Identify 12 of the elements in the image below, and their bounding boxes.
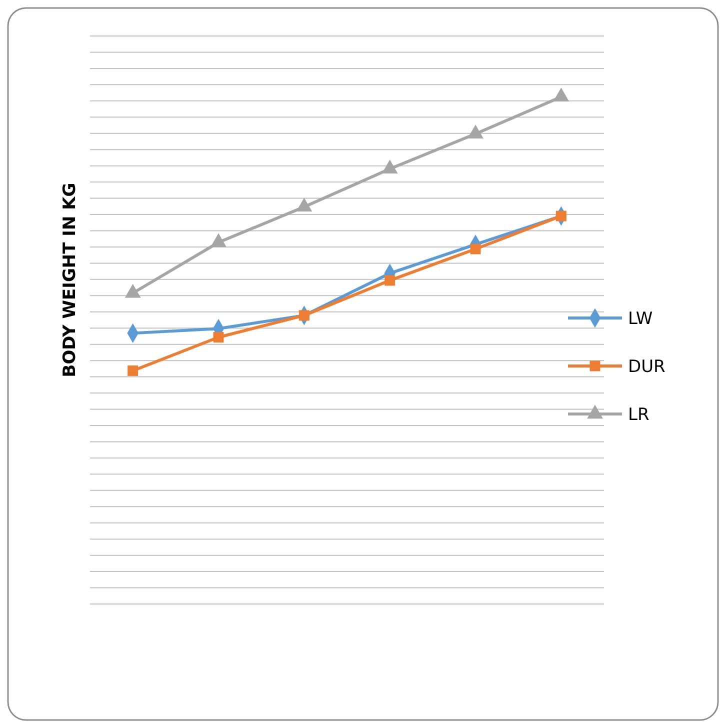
point [213,332,224,342]
legend-label: DUR [628,357,666,377]
point [468,124,484,138]
point [384,275,396,286]
point [296,198,312,212]
point [553,88,570,102]
y-axis-title: BODY WEIGHT IN KG [60,182,80,378]
point [382,160,398,174]
legend-label: LR [628,405,650,425]
legend-label: LW [628,309,653,329]
point [128,365,138,376]
point [210,233,226,248]
